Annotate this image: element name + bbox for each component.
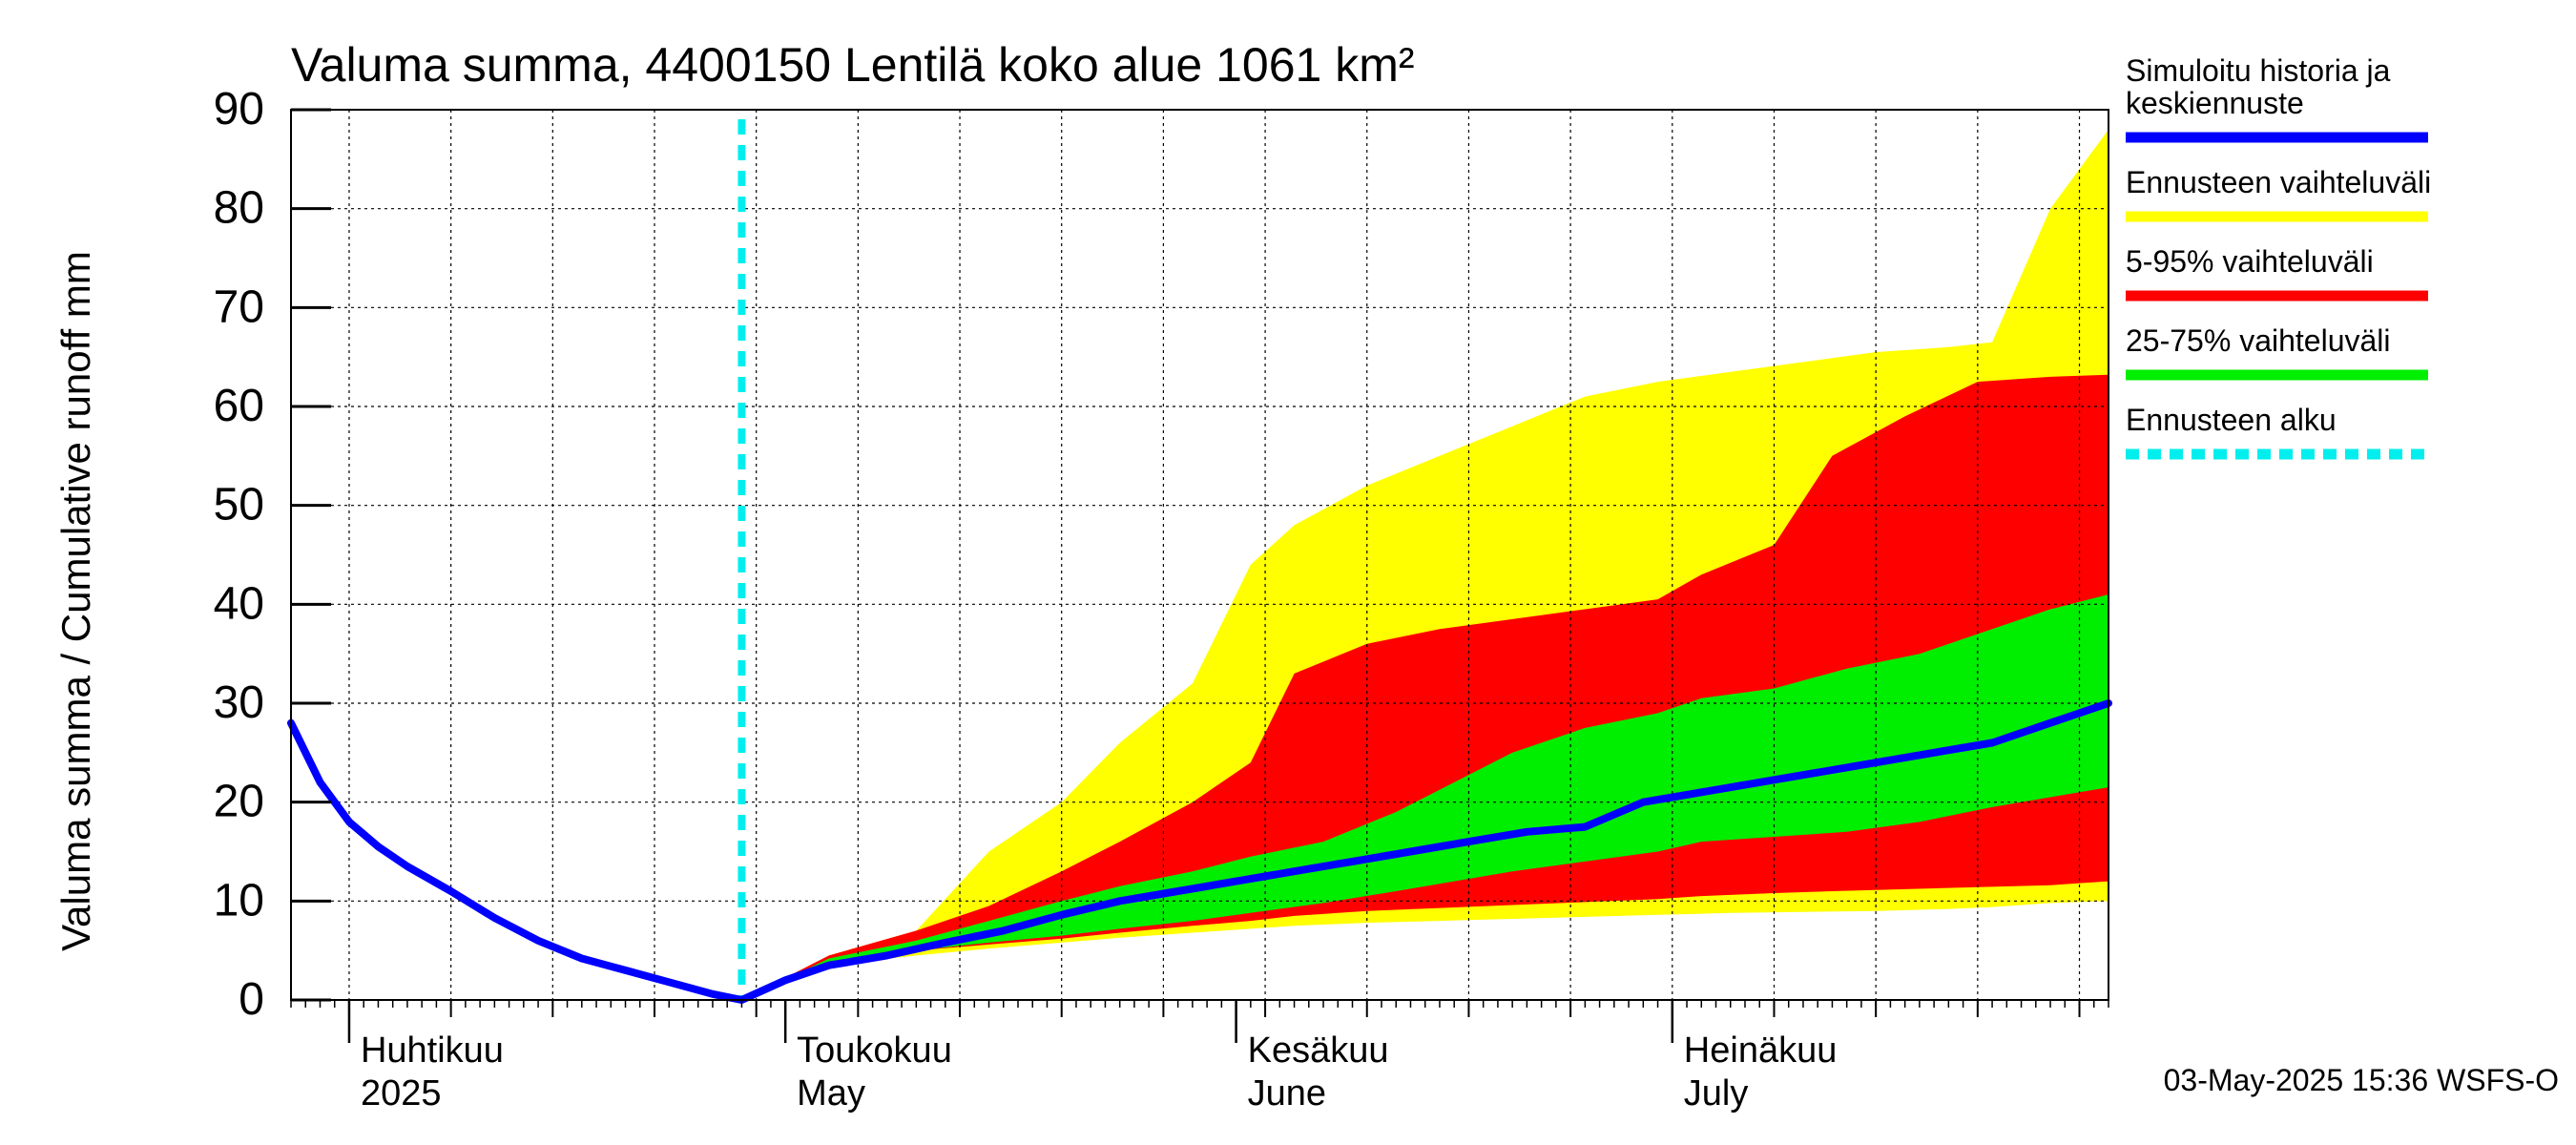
legend-label: 25-75% vaihteluväli [2126, 323, 2391, 358]
legend-label: Ennusteen alku [2126, 403, 2337, 437]
legend-label: keskiennuste [2126, 86, 2304, 120]
series-layer [287, 699, 2112, 1004]
y-axis-label: Valuma summa / Cumulative runoff mm [53, 251, 98, 951]
month-sublabel: 2025 [361, 1073, 442, 1114]
y-tick-label: 60 [214, 381, 264, 431]
month-sublabel: May [797, 1073, 865, 1114]
y-tick-label: 0 [239, 974, 264, 1025]
legend-label: 5-95% vaihteluväli [2126, 244, 2374, 279]
y-tick-label: 90 [214, 84, 264, 135]
plot-frame [290, 109, 2109, 1001]
month-sublabel: July [1684, 1073, 1749, 1114]
y-tick-label: 30 [214, 677, 264, 728]
y-tick-label: 40 [214, 578, 264, 629]
month-label: Heinäkuu [1684, 1030, 1838, 1071]
forecast-bands [741, 129, 2109, 1000]
chart-title: Valuma summa, 4400150 Lentilä koko alue … [291, 38, 1415, 92]
month-label: Kesäkuu [1248, 1030, 1389, 1071]
grid-lines [291, 109, 2109, 1000]
month-sublabel: June [1248, 1073, 1326, 1114]
month-label: Toukokuu [797, 1030, 952, 1071]
y-tick-label: 20 [214, 777, 264, 827]
y-tick-label: 50 [214, 480, 264, 531]
legend-label: Ennusteen vaihteluväli [2126, 165, 2431, 199]
timestamp: 03-May-2025 15:36 WSFS-O [2164, 1063, 2559, 1097]
month-label: Huhtikuu [361, 1030, 504, 1071]
legend-label: Simuloitu historia ja [2126, 53, 2391, 88]
band-red [741, 374, 2109, 1000]
y-tick-label: 80 [214, 183, 264, 234]
y-tick-label: 70 [214, 281, 264, 332]
y-tick-label: 10 [214, 875, 264, 926]
band-green [741, 594, 2109, 1000]
series-line-0 [287, 699, 2112, 1004]
